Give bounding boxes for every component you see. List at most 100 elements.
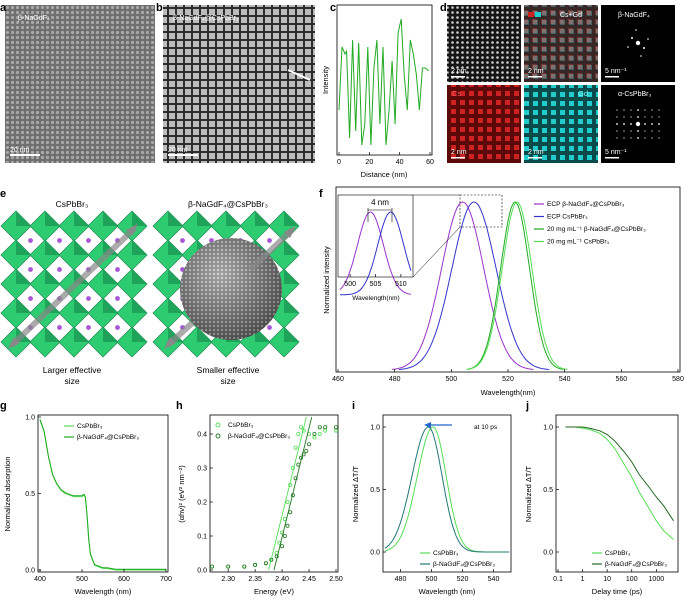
fft-spots-1 xyxy=(627,29,649,57)
legend: CsPbBr₃ β-NaGdF₄@CsPbBr₃ xyxy=(592,550,667,568)
cs-atom xyxy=(28,296,33,301)
panel-a: a β-NaGdF₄ 20 nm xyxy=(0,2,155,163)
legend-marker xyxy=(215,422,221,428)
fft-spot xyxy=(616,109,618,111)
arrow-head xyxy=(164,337,176,349)
x-tick-label: 560 xyxy=(615,376,627,383)
octahedron-face xyxy=(45,239,61,255)
inset-line xyxy=(340,211,412,296)
fft-spot xyxy=(623,137,625,139)
tile-label: Cs xyxy=(452,89,461,98)
x-tick-label: 460 xyxy=(332,376,344,383)
fft-spot xyxy=(643,47,645,49)
octahedron-face xyxy=(284,210,300,226)
x-axis-label: Energy (eV) xyxy=(254,587,295,596)
x-ticks: 2.30 2.35 2.40 2.45 2.50 xyxy=(221,569,343,583)
x-tick-label: 520 xyxy=(502,376,514,383)
legend-label: ECP CsPbBr₃ xyxy=(547,214,588,221)
fft-spot xyxy=(630,130,632,132)
octahedron-face xyxy=(197,210,213,226)
fft-spot xyxy=(630,116,632,118)
fft-spot xyxy=(644,137,646,139)
tile-label: Cs+Gd xyxy=(560,12,582,19)
fit-line xyxy=(268,416,307,571)
x-ticks: 400 500 600 700 xyxy=(34,569,172,583)
fft-spot xyxy=(616,123,618,125)
x-tick-label: 0 xyxy=(337,159,341,166)
y-axis-label: Intensity xyxy=(321,66,330,94)
kinetics-line xyxy=(565,426,674,522)
octahedron-face xyxy=(284,268,300,284)
cs-atom xyxy=(57,267,62,272)
plot-frame xyxy=(555,414,679,573)
spectrum-line xyxy=(466,201,568,370)
data-point xyxy=(317,431,322,436)
x-tick-label: 1 xyxy=(581,576,585,583)
panel-h-letter: h xyxy=(176,400,183,412)
spectrum-line xyxy=(391,201,534,370)
octahedron-face xyxy=(255,210,271,226)
data-point xyxy=(333,425,338,430)
panel-c: c 0 20 40 60 Distance (nm) Intensity xyxy=(321,2,434,179)
arrow-head xyxy=(8,337,20,349)
fft-spot xyxy=(644,123,646,125)
x-tick-label: 500 xyxy=(445,376,457,383)
fft-spot xyxy=(630,109,632,111)
y-tick-label: 1.0 xyxy=(543,425,553,432)
haadf-image xyxy=(447,5,521,82)
fft-spot xyxy=(616,130,618,132)
data-point xyxy=(323,428,328,433)
data-point xyxy=(333,428,338,433)
y-axis-label: Normalized ΔT/T xyxy=(351,465,360,522)
overlay-gd-map xyxy=(524,5,598,82)
fft-spot xyxy=(647,38,649,40)
x-axis-label: Distance (nm) xyxy=(361,170,408,179)
x-tick-label: 600 xyxy=(118,576,130,583)
cs-atom xyxy=(86,296,91,301)
plot-frame xyxy=(209,414,339,573)
fft-spot xyxy=(658,109,660,111)
fft-spot xyxy=(616,116,618,118)
legend-marker xyxy=(215,433,221,439)
x-ticks: 0 20 40 60 xyxy=(337,152,434,166)
scale-bar xyxy=(10,154,40,156)
cs-atom xyxy=(267,238,272,243)
tem-image-b xyxy=(163,5,315,163)
tile-scale: 5 nm⁻¹ xyxy=(605,68,627,75)
y-tick-label: 0.0 xyxy=(25,568,35,575)
size-arrow-left xyxy=(9,225,138,348)
octahedron-face xyxy=(74,239,90,255)
x-axis-label: Wavelength(nm) xyxy=(481,388,536,397)
cs-atom xyxy=(57,325,62,330)
y-tick-label: 0.0 xyxy=(197,568,207,575)
data-point xyxy=(253,562,258,567)
panel-h: h 2.30 2.35 2.40 2.45 2.50 0.0 0.1 0.2 0.3 0.4 C… xyxy=(176,400,343,596)
panel-b-letter: b xyxy=(156,2,163,14)
octahedron-face xyxy=(16,297,32,313)
legend-swatch-cs xyxy=(528,12,534,17)
x-tick-label: 2.35 xyxy=(248,576,262,583)
panel-a-scale: 20 nm xyxy=(10,147,30,154)
cs-atom xyxy=(115,325,120,330)
x-tick-label: 20 xyxy=(365,159,373,166)
panel-g: g 400 500 600 700 0.0 0.5 1.0 CsPbBr₃ β-NaGdF₄… xyxy=(0,400,172,596)
fft-spot xyxy=(623,123,625,125)
data-point xyxy=(209,564,214,569)
shift-label: 4 nm xyxy=(371,198,389,207)
absorption-spectra xyxy=(39,419,166,571)
data-point xyxy=(306,442,311,447)
cs-map xyxy=(447,85,521,163)
panel-f-letter: f xyxy=(319,188,323,200)
x-tick-label: 1000 xyxy=(649,576,665,583)
tile-scale: 2 nm xyxy=(528,68,544,75)
data-point xyxy=(296,431,301,436)
data-point xyxy=(285,523,290,528)
y-tick-label: 0.3 xyxy=(197,466,207,473)
kinetics-line xyxy=(565,426,674,540)
inset-line xyxy=(339,211,412,295)
panel-d-letter: d xyxy=(440,2,447,14)
y-tick-label: 0.0 xyxy=(370,550,380,557)
ta-spectra xyxy=(384,426,509,553)
fft-spot xyxy=(623,116,625,118)
